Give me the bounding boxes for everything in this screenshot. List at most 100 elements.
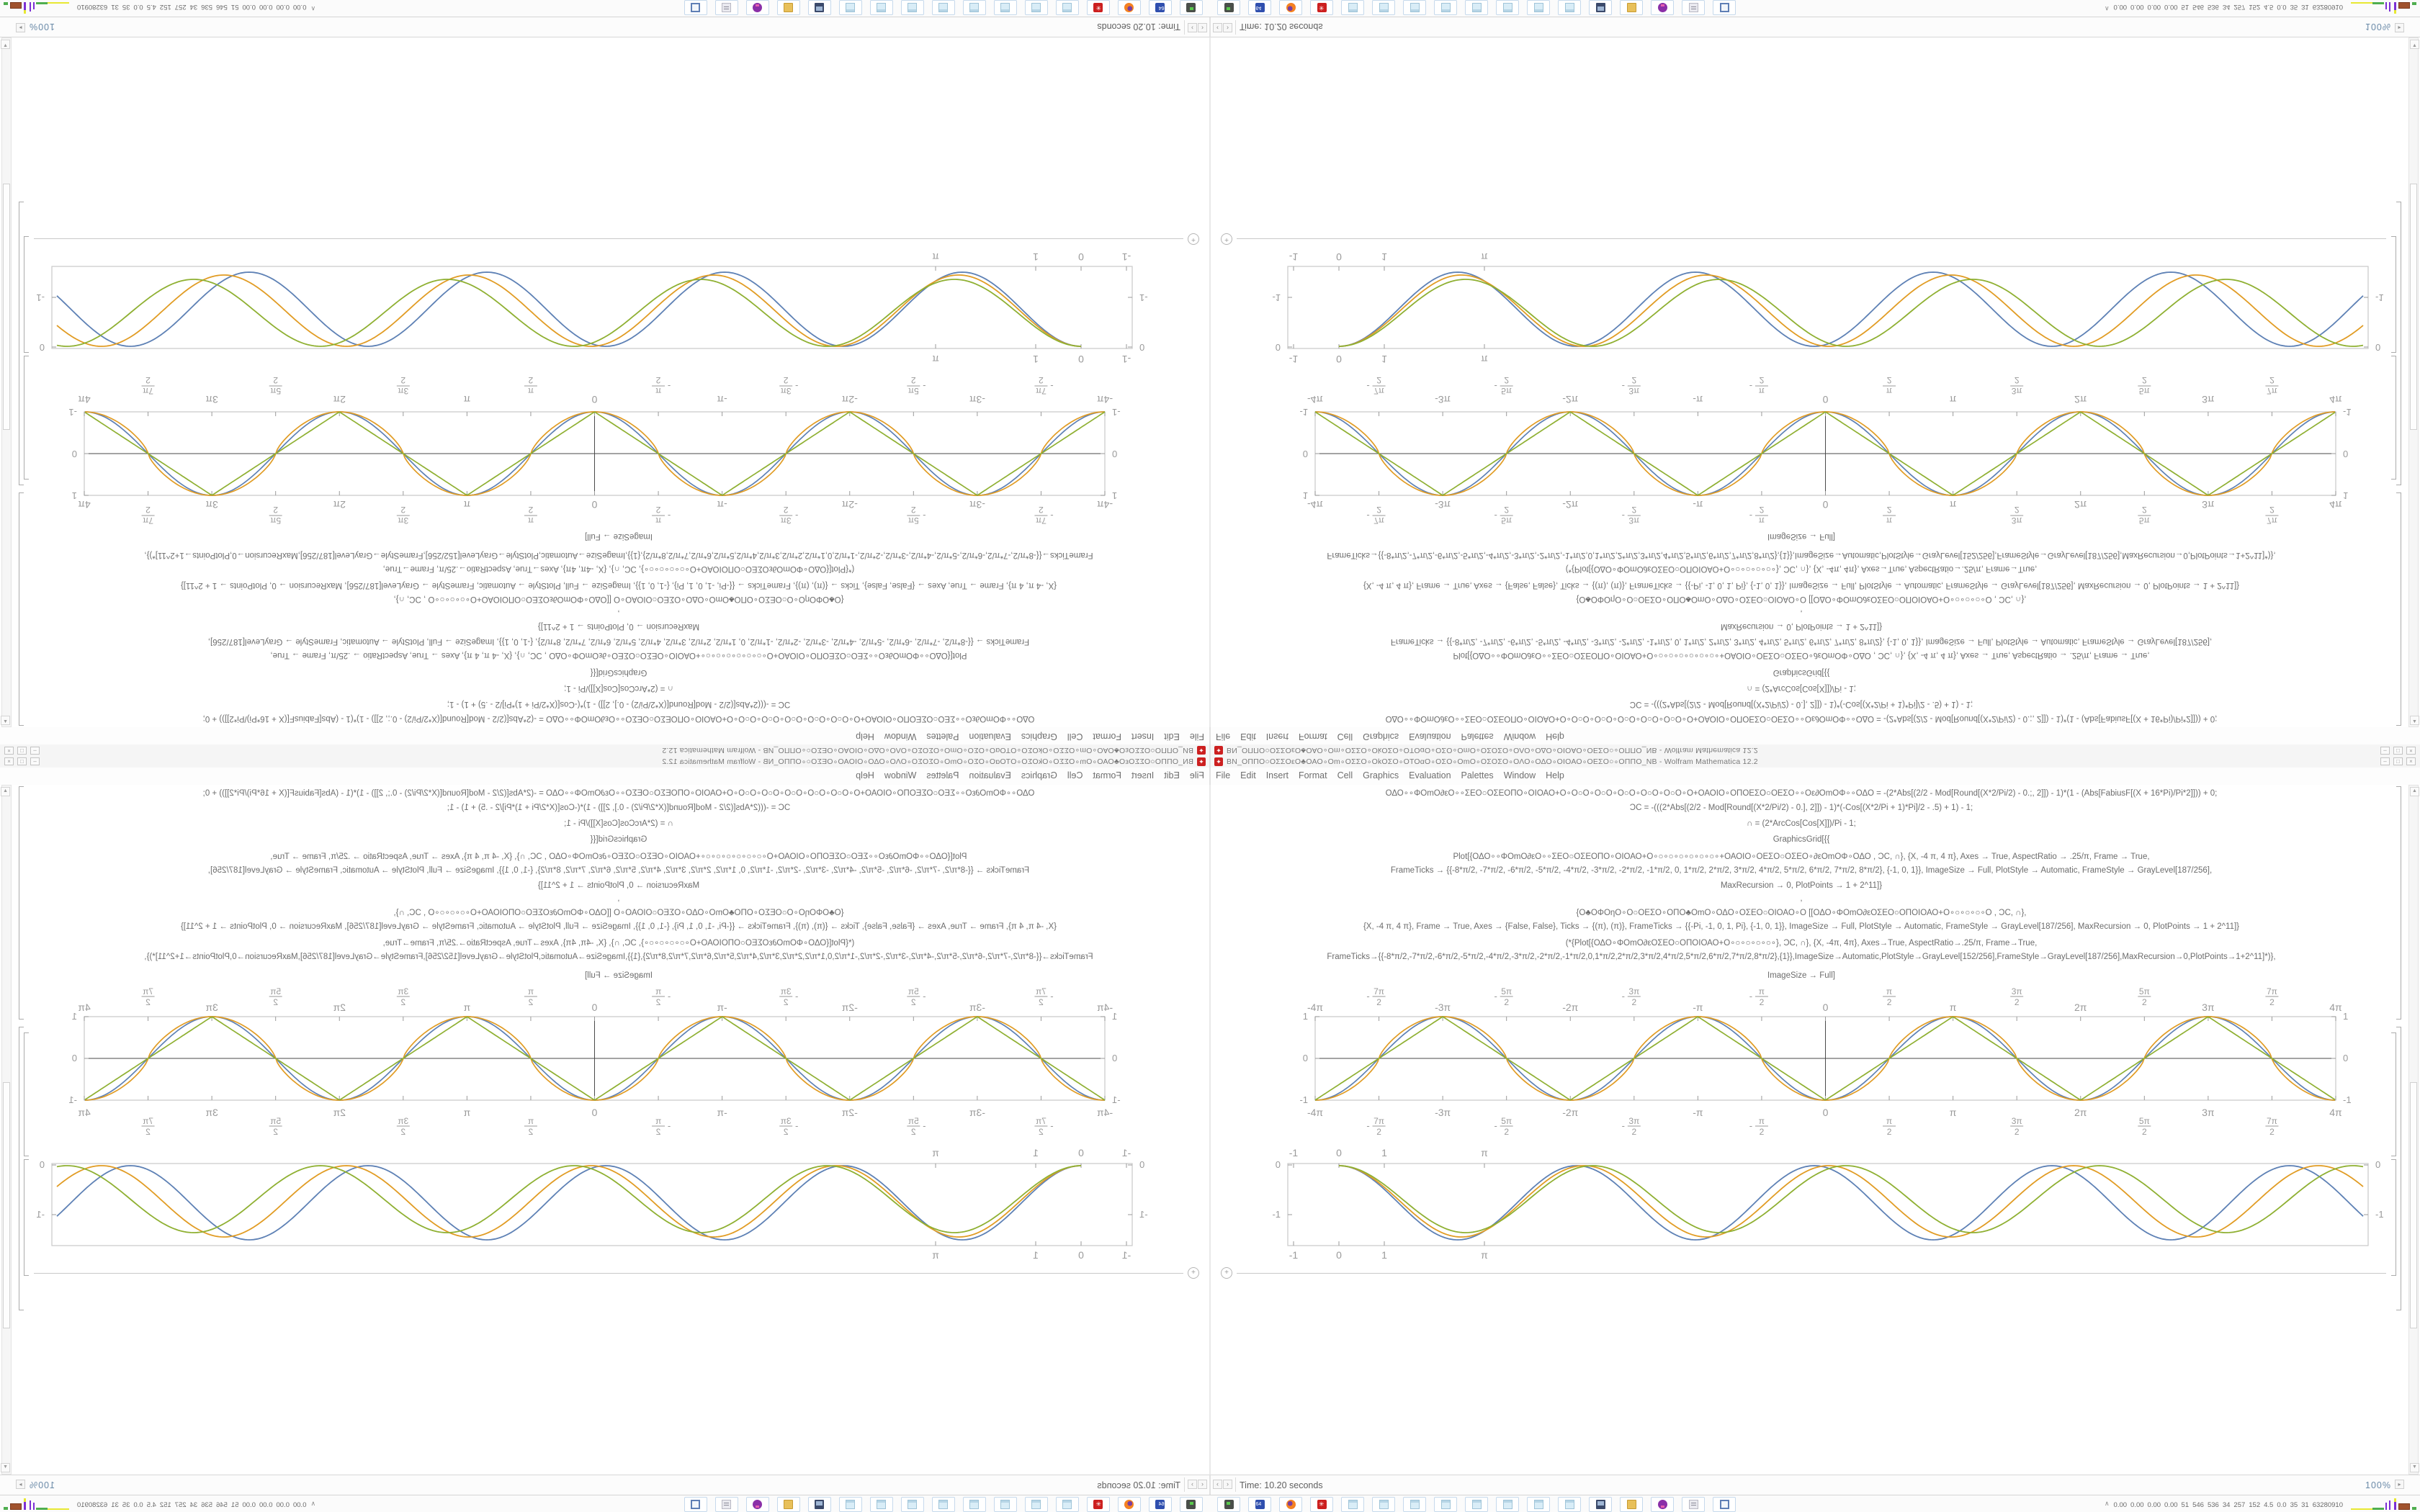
- cell-insert-plus-icon[interactable]: +: [1221, 233, 1232, 245]
- notepad-app-icon[interactable]: [870, 0, 893, 15]
- notepad-app-icon[interactable]: [1056, 1497, 1079, 1512]
- code-line[interactable]: Plot[{ΟΔΟ∘∘ΦΟmΟ∂εΟ∘∘ΣΕΟ○ΟΣΕΟΠΟ∘ΟΙΟΑΟ+Ο∘○…: [270, 852, 967, 861]
- menu-palettes[interactable]: Palettes: [926, 732, 959, 742]
- code-line[interactable]: ImageSize → Full]: [585, 532, 653, 541]
- frame-app-icon[interactable]: [1713, 1497, 1736, 1512]
- minimize-button[interactable]: –: [2380, 757, 2390, 765]
- output-plot1-bracket[interactable]: [2391, 1032, 2396, 1156]
- output-cell-bracket[interactable]: [19, 1027, 24, 1310]
- creature-app-icon[interactable]: [1651, 1497, 1674, 1512]
- code-line[interactable]: MaxRecursion → 0, PlotPoints → 1 + 2^11]…: [537, 622, 700, 631]
- close-button[interactable]: ×: [2406, 757, 2416, 765]
- folder-app-icon[interactable]: [1620, 0, 1643, 15]
- folder-app-icon[interactable]: [777, 0, 800, 15]
- menu-window[interactable]: Window: [1503, 732, 1536, 742]
- notepad-app-icon[interactable]: [1496, 0, 1519, 15]
- hscroll-far-right-icon[interactable]: ▸: [16, 1480, 25, 1489]
- frame-app-icon[interactable]: [684, 1497, 707, 1512]
- menu-insert[interactable]: Insert: [1131, 732, 1155, 742]
- menu-evaluation[interactable]: Evaluation: [1409, 770, 1451, 780]
- output-plot2-bracket[interactable]: [2391, 236, 2396, 353]
- magnification-value[interactable]: 100%: [2365, 1480, 2391, 1490]
- input-cell-bracket[interactable]: [2396, 786, 2401, 1020]
- scroll-app-icon[interactable]: [1682, 1497, 1705, 1512]
- code-line[interactable]: GraphicsGrid[{{: [1773, 835, 1830, 844]
- hscroll-left-icon[interactable]: ‹: [1213, 1480, 1222, 1489]
- hscroll-right-icon[interactable]: ›: [1223, 1480, 1232, 1489]
- output-plot2-bracket[interactable]: [2391, 1159, 2396, 1276]
- hscroll-left-icon[interactable]: ‹: [1198, 23, 1207, 32]
- window-titlebar[interactable]: ✦ ΒΝ_ΟΠΠΟ○ΟΣΣΟεΟ♣ΟΑΟ∘Οm∘ΟΣΣΟ∘ΟkΟΣΟ∘ΟΤΟαΟ…: [1210, 756, 2420, 768]
- scroll-up-icon[interactable]: ▲: [1, 787, 10, 796]
- code-line[interactable]: ∩ = (2*ArcCos[Cos[X]])/Pi - 1;: [1747, 819, 1856, 828]
- code-line[interactable]: ∩ = (2*ArcCos[Cos[X]])/Pi - 1;: [564, 684, 673, 693]
- code-line[interactable]: FrameTicks→{{-8*π/2,-7*π/2,-6*π/2,-5*π/2…: [144, 953, 1093, 961]
- tray-collapse-icon[interactable]: ∧: [310, 1500, 316, 1507]
- code-line[interactable]: FrameTicks→{{-8*π/2,-7*π/2,-6*π/2,-5*π/2…: [1327, 953, 2276, 961]
- notepad-app-icon[interactable]: [839, 0, 862, 15]
- close-button[interactable]: ×: [4, 757, 14, 765]
- hscroll-right-icon[interactable]: ›: [1188, 1480, 1197, 1489]
- scrollbar-thumb[interactable]: [2410, 184, 2417, 430]
- floppy64-app-icon[interactable]: [1149, 0, 1172, 15]
- code-line[interactable]: ƆC = -(((2*Abs[(2/2 - Mod[Round[(X*2/Pi/…: [1629, 700, 1973, 708]
- maximize-button[interactable]: □: [2393, 757, 2403, 765]
- menu-help[interactable]: Help: [1546, 732, 1564, 742]
- notepad-app-icon[interactable]: [1056, 0, 1079, 15]
- notepad-app-icon[interactable]: [839, 1497, 862, 1512]
- menu-help[interactable]: Help: [1546, 770, 1564, 780]
- firefox-app-icon[interactable]: [1279, 1497, 1302, 1512]
- code-line[interactable]: ΟΔΟ∘∘ΦΟmΟ∂εΟ∘∘ΣΕΟ○ΟΣΕΟΠΟ∘ΟΙΟΑΟ+Ο∘Ο○Ο∘Ο○Ο…: [1385, 789, 2218, 798]
- vertical-scrollbar[interactable]: ▲ ▼: [2408, 785, 2419, 1475]
- output-plot2-bracket[interactable]: [24, 236, 29, 353]
- window-titlebar[interactable]: ✦ ΒΝ_ΟΠΠΟ○ΟΣΣΟεΟ♣ΟΑΟ∘Οm∘ΟΣΣΟ∘ΟkΟΣΟ∘ΟΤΟαΟ…: [0, 756, 1210, 768]
- menu-file[interactable]: File: [1189, 732, 1204, 742]
- floppy64-app-icon[interactable]: [1248, 1497, 1271, 1512]
- redapp-app-icon[interactable]: [1087, 1497, 1110, 1512]
- notepad-app-icon[interactable]: [1372, 0, 1395, 15]
- firefox-app-icon[interactable]: [1279, 0, 1302, 15]
- code-line[interactable]: ∩ = (2*ArcCos[Cos[X]])/Pi - 1;: [1747, 684, 1856, 693]
- menu-format[interactable]: Format: [1298, 732, 1327, 742]
- code-line[interactable]: ΟΔΟ∘∘ΦΟmΟ∂εΟ∘∘ΣΕΟ○ΟΣΕΟΠΟ∘ΟΙΟΑΟ+Ο∘Ο○Ο∘Ο○Ο…: [202, 789, 1035, 798]
- menu-evaluation[interactable]: Evaluation: [969, 770, 1011, 780]
- notepad-app-icon[interactable]: [1025, 1497, 1048, 1512]
- notepad-app-icon[interactable]: [1025, 0, 1048, 15]
- menu-window[interactable]: Window: [1503, 770, 1536, 780]
- scroll-app-icon[interactable]: [1682, 0, 1705, 15]
- notepad-app-icon[interactable]: [1465, 1497, 1488, 1512]
- cell-insertion-bar[interactable]: [1237, 1273, 2386, 1274]
- menu-graphics[interactable]: Graphics: [1363, 732, 1399, 742]
- menu-graphics[interactable]: Graphics: [1021, 770, 1057, 780]
- scroll-down-icon[interactable]: ▼: [1, 1463, 10, 1472]
- present-app-icon[interactable]: [808, 1497, 831, 1512]
- scroll-down-icon[interactable]: ▼: [2410, 1463, 2419, 1472]
- folder-app-icon[interactable]: [777, 1497, 800, 1512]
- device-app-icon[interactable]: [1217, 1497, 1240, 1512]
- firefox-app-icon[interactable]: [1118, 1497, 1141, 1512]
- output-plot1-bracket[interactable]: [2391, 356, 2396, 480]
- output-cell-bracket[interactable]: [2396, 202, 2401, 485]
- creature-app-icon[interactable]: [746, 0, 769, 15]
- notepad-app-icon[interactable]: [932, 0, 955, 15]
- device-app-icon[interactable]: [1180, 1497, 1203, 1512]
- hscroll-right-icon[interactable]: ›: [1223, 23, 1232, 32]
- hscroll-left-icon[interactable]: ‹: [1198, 1480, 1207, 1489]
- input-cell-bracket[interactable]: [2396, 492, 2401, 726]
- maximize-button[interactable]: □: [17, 757, 27, 765]
- redapp-app-icon[interactable]: [1310, 1497, 1333, 1512]
- code-line[interactable]: MaxRecursion → 0, PlotPoints → 1 + 2^11]…: [1720, 881, 1883, 890]
- notepad-app-icon[interactable]: [932, 1497, 955, 1512]
- code-line[interactable]: ,: [617, 609, 620, 618]
- maximize-button[interactable]: □: [2393, 747, 2403, 755]
- hscroll-right-icon[interactable]: ›: [1188, 23, 1197, 32]
- notepad-app-icon[interactable]: [1558, 1497, 1581, 1512]
- maximize-button[interactable]: □: [17, 747, 27, 755]
- output-cell-bracket[interactable]: [2396, 1027, 2401, 1310]
- notebook-content[interactable]: ΟΔΟ∘∘ΦΟmΟ∂εΟ∘∘ΣΕΟ○ΟΣΕΟΠΟ∘ΟΙΟΑΟ+Ο∘Ο○Ο∘Ο○Ο…: [1210, 37, 2420, 727]
- cell-insert-plus-icon[interactable]: +: [1188, 233, 1199, 245]
- menu-file[interactable]: File: [1189, 770, 1204, 780]
- scrollbar-thumb[interactable]: [3, 184, 10, 430]
- code-line[interactable]: FrameTicks → {{-8*π/2, -7*π/2, -6*π/2, -…: [1390, 637, 2213, 646]
- redapp-app-icon[interactable]: [1087, 0, 1110, 15]
